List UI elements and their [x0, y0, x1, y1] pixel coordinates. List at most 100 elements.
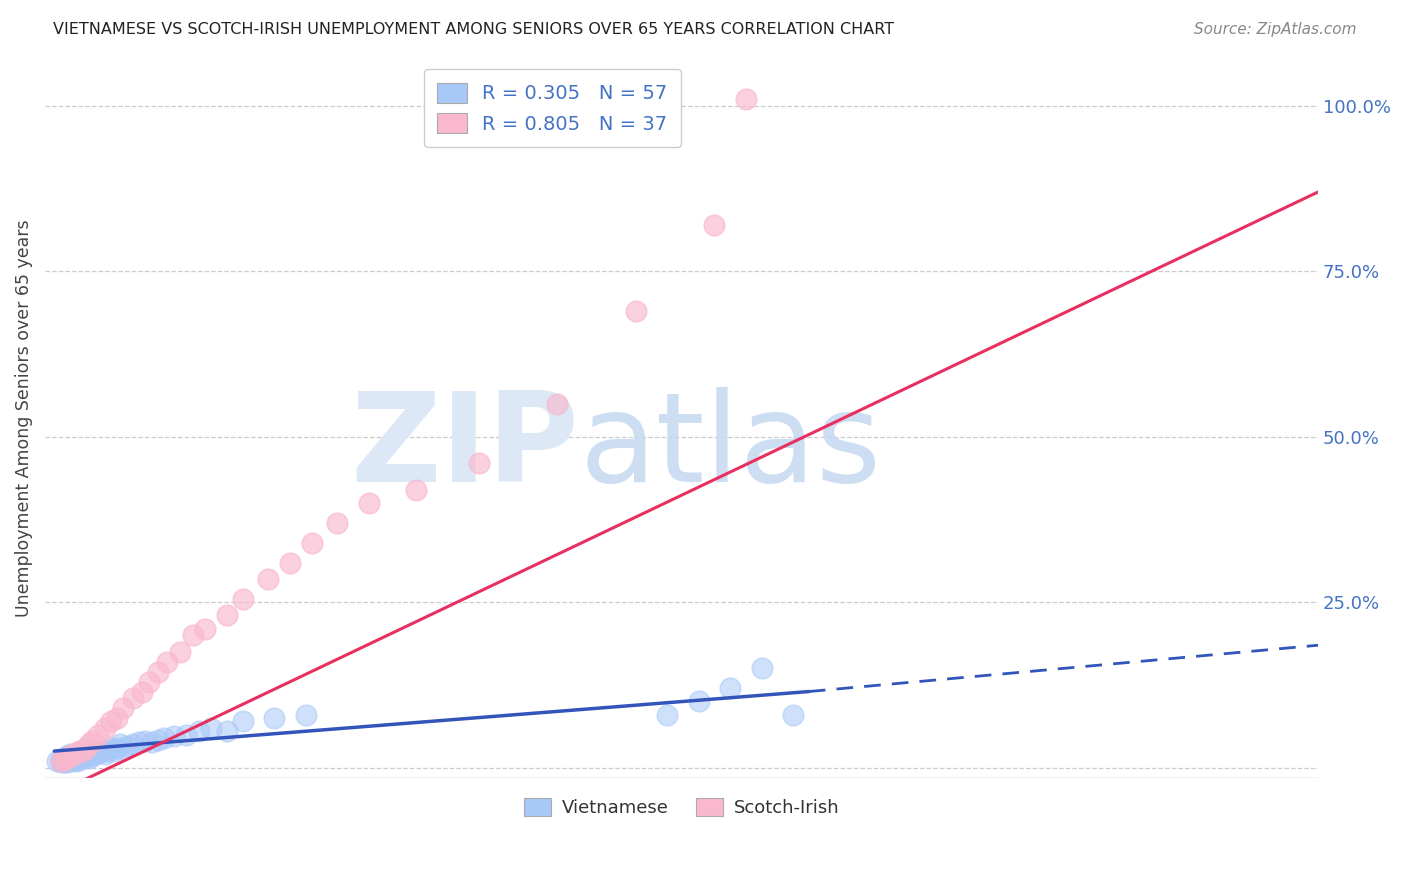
- Point: [112, 701, 135, 715]
- Point: [56, 753, 79, 767]
- Point: [56, 756, 79, 770]
- Point: [156, 655, 179, 669]
- Text: VIETNAMESE VS SCOTCH-IRISH UNEMPLOYMENT AMONG SENIORS OVER 65 YEARS CORRELATION : VIETNAMESE VS SCOTCH-IRISH UNEMPLOYMENT …: [53, 22, 894, 37]
- Point: [67, 744, 90, 758]
- Point: [357, 496, 380, 510]
- Point: [232, 591, 254, 606]
- Text: Source: ZipAtlas.com: Source: ZipAtlas.com: [1194, 22, 1357, 37]
- Point: [782, 707, 804, 722]
- Point: [181, 628, 204, 642]
- Point: [56, 748, 79, 763]
- Point: [80, 744, 103, 758]
- Point: [467, 456, 489, 470]
- Point: [65, 746, 87, 760]
- Point: [72, 747, 94, 762]
- Point: [131, 684, 153, 698]
- Point: [146, 665, 169, 679]
- Point: [200, 721, 222, 735]
- Point: [56, 750, 79, 764]
- Point: [49, 754, 72, 768]
- Point: [688, 694, 710, 708]
- Y-axis label: Unemployment Among Seniors over 65 years: Unemployment Among Seniors over 65 years: [15, 219, 32, 617]
- Point: [146, 732, 169, 747]
- Point: [703, 218, 725, 232]
- Point: [194, 622, 217, 636]
- Text: ZIP: ZIP: [352, 387, 579, 508]
- Point: [169, 645, 191, 659]
- Point: [59, 754, 82, 768]
- Point: [263, 711, 285, 725]
- Point: [77, 750, 100, 764]
- Point: [62, 753, 84, 767]
- Point: [103, 744, 125, 758]
- Point: [75, 748, 97, 763]
- Point: [59, 747, 82, 762]
- Point: [294, 707, 316, 722]
- Point: [52, 753, 75, 767]
- Point: [278, 556, 301, 570]
- Point: [62, 748, 84, 763]
- Point: [174, 727, 197, 741]
- Point: [751, 661, 773, 675]
- Point: [105, 711, 128, 725]
- Point: [624, 304, 647, 318]
- Point: [80, 734, 103, 748]
- Point: [80, 748, 103, 763]
- Point: [87, 746, 110, 760]
- Point: [87, 727, 110, 741]
- Point: [326, 516, 349, 530]
- Point: [97, 744, 120, 758]
- Point: [141, 735, 163, 749]
- Point: [301, 535, 323, 549]
- Point: [105, 740, 128, 755]
- Point: [77, 747, 100, 762]
- Point: [546, 397, 568, 411]
- Point: [75, 744, 97, 758]
- Point: [52, 754, 75, 768]
- Point: [93, 747, 115, 762]
- Point: [65, 747, 87, 762]
- Point: [718, 681, 741, 696]
- Point: [49, 753, 72, 767]
- Point: [128, 735, 150, 749]
- Point: [84, 747, 107, 762]
- Point: [121, 691, 143, 706]
- Point: [52, 756, 75, 770]
- Point: [72, 744, 94, 758]
- Point: [138, 674, 160, 689]
- Point: [65, 754, 87, 768]
- Point: [75, 740, 97, 755]
- Point: [217, 724, 239, 739]
- Point: [59, 751, 82, 765]
- Point: [49, 756, 72, 770]
- Point: [657, 707, 679, 722]
- Point: [735, 92, 758, 106]
- Point: [67, 753, 90, 767]
- Point: [67, 748, 90, 763]
- Point: [65, 750, 87, 764]
- Point: [52, 750, 75, 764]
- Point: [110, 738, 132, 752]
- Point: [100, 740, 122, 755]
- Point: [62, 747, 84, 762]
- Point: [90, 744, 112, 758]
- Point: [232, 714, 254, 729]
- Point: [46, 754, 69, 768]
- Point: [72, 750, 94, 764]
- Point: [153, 731, 176, 745]
- Point: [257, 572, 280, 586]
- Legend: Vietnamese, Scotch-Irish: Vietnamese, Scotch-Irish: [515, 789, 848, 826]
- Text: atlas: atlas: [579, 387, 882, 508]
- Point: [59, 748, 82, 763]
- Point: [100, 714, 122, 729]
- Point: [121, 738, 143, 752]
- Point: [112, 742, 135, 756]
- Point: [77, 738, 100, 752]
- Point: [163, 729, 186, 743]
- Point: [115, 739, 138, 754]
- Point: [217, 608, 239, 623]
- Point: [93, 721, 115, 735]
- Point: [134, 734, 156, 748]
- Point: [405, 483, 427, 497]
- Point: [187, 724, 209, 739]
